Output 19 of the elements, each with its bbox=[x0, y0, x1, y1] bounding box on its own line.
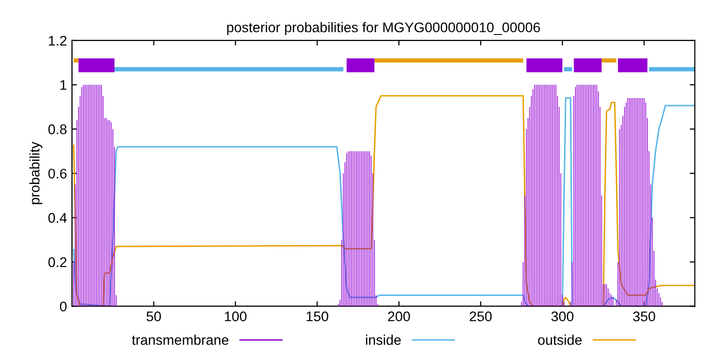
chart-title: posterior probabilities for MGYG000000010_00006 bbox=[227, 22, 540, 36]
y-tick-label: 0.4 bbox=[48, 212, 67, 223]
legend-label: outside bbox=[538, 334, 582, 345]
x-tick-label: 50 bbox=[146, 311, 161, 322]
y-tick-label: 0.6 bbox=[48, 168, 67, 179]
x-tick-label: 150 bbox=[306, 311, 328, 322]
y-tick-label: 1 bbox=[60, 80, 66, 90]
x-tick-label: 100 bbox=[224, 311, 247, 322]
x-tick-label: 250 bbox=[470, 311, 492, 322]
legend-label: inside bbox=[366, 334, 401, 345]
x-tick-label: 200 bbox=[388, 311, 410, 322]
x-tick-label: 300 bbox=[551, 311, 574, 322]
y-tick-label: 0.8 bbox=[48, 124, 67, 134]
y-tick-label: 0 bbox=[60, 302, 67, 312]
y-tick-label: 0.2 bbox=[48, 257, 66, 268]
x-tick-label: 350 bbox=[633, 311, 656, 322]
legend-label: transmembrane bbox=[132, 334, 228, 345]
y-tick-label: 1.2 bbox=[48, 36, 66, 46]
y-axis-title: probability bbox=[29, 142, 42, 204]
